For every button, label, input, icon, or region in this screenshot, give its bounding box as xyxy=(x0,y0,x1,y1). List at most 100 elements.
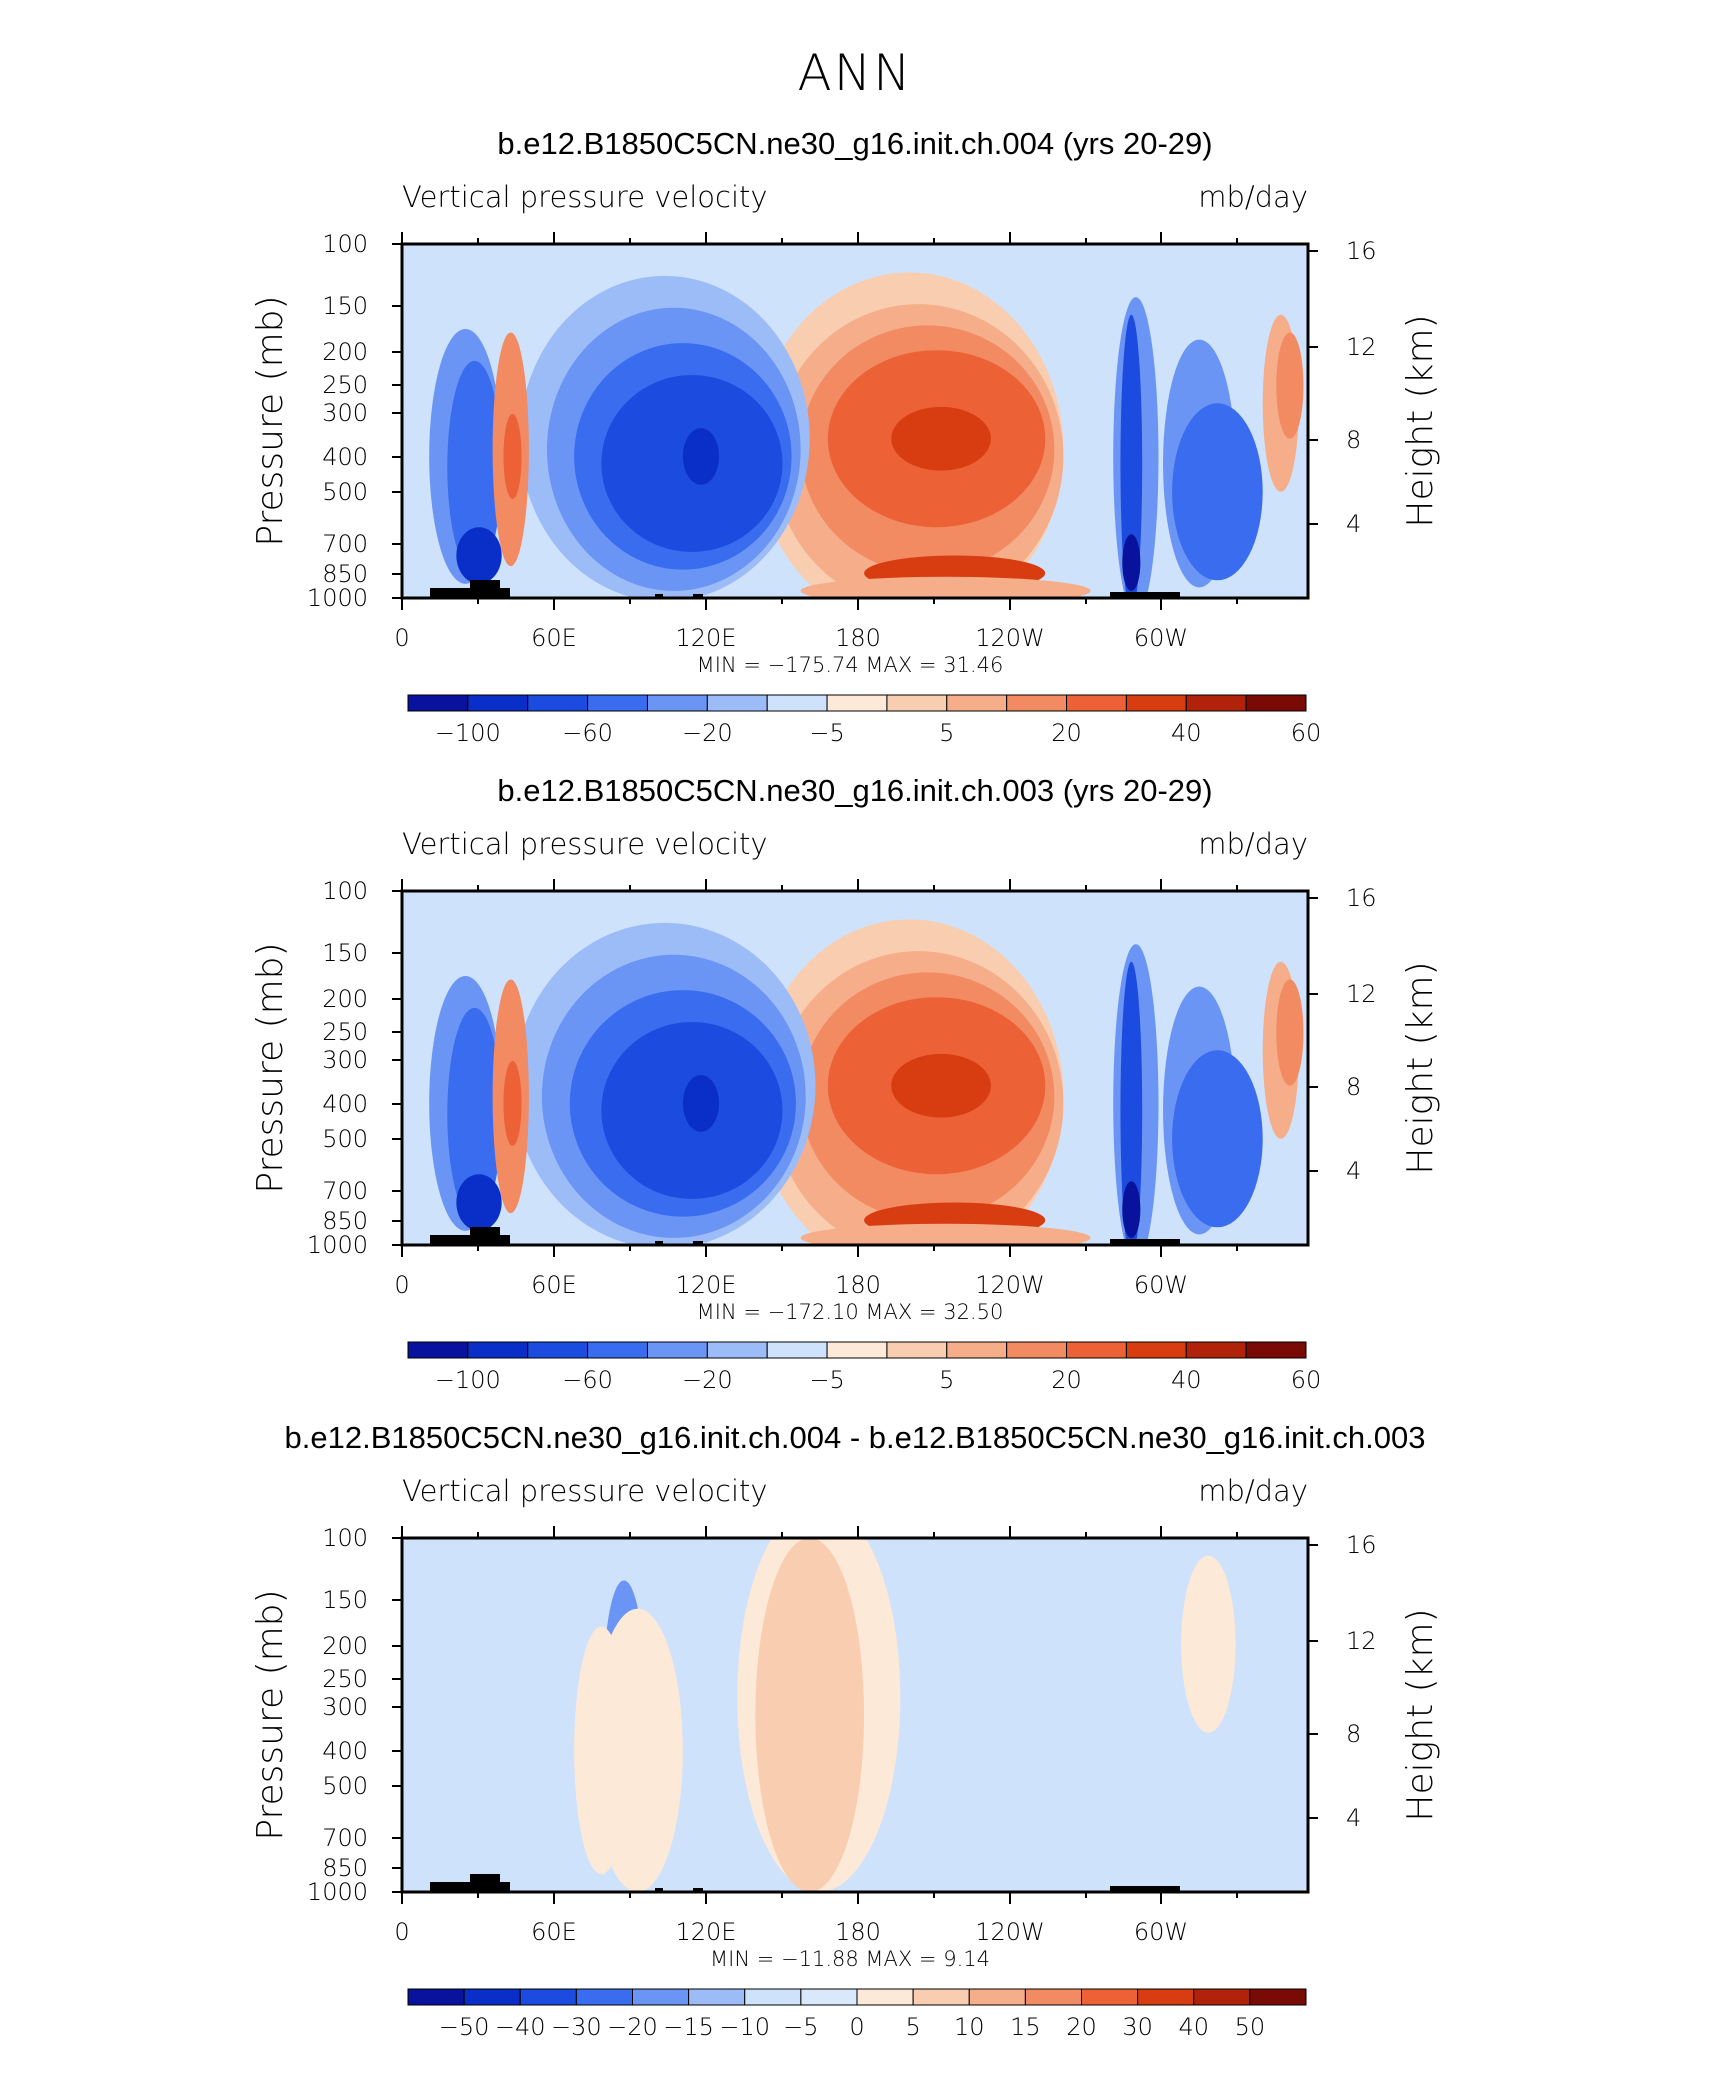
contour-region xyxy=(972,1591,1118,1733)
colorbar-label: −5 xyxy=(809,1366,844,1394)
colorbar-swatch xyxy=(646,694,708,712)
colorbar-swatch xyxy=(527,694,589,712)
terrain-block xyxy=(1110,592,1180,598)
colorbar-swatch xyxy=(706,1341,768,1359)
terrain-block xyxy=(693,594,703,598)
colorbar-swatch xyxy=(1006,1341,1068,1359)
colorbar-label: −100 xyxy=(435,1366,501,1394)
terrain-block xyxy=(500,588,510,598)
terrain-block xyxy=(693,1888,703,1892)
x-tick-label: 120E xyxy=(676,1918,737,1946)
contour-region xyxy=(682,1075,720,1132)
y-tick-label: 500 xyxy=(322,1125,368,1153)
terrain-block xyxy=(470,1227,500,1245)
colorbar xyxy=(407,1988,1307,2006)
colorbar-swatch xyxy=(463,1988,521,2006)
units-label: mb/day xyxy=(1198,827,1308,861)
colorbar-swatch xyxy=(587,1341,648,1359)
x-tick-label: 180 xyxy=(835,624,881,652)
y-tick-label: 250 xyxy=(322,1665,368,1693)
colorbar-swatch xyxy=(744,1988,802,2006)
y-axis-label: Pressure (mb) xyxy=(250,942,291,1193)
cross-section-plot: Vertical pressure velocity mb/day 0 60E 120E… xyxy=(250,1474,1441,2041)
x-tick-label: 120W xyxy=(975,1271,1045,1299)
y-tick-label: 700 xyxy=(322,1177,368,1205)
contour-region xyxy=(1181,1555,1236,1733)
x-tick-label: 180 xyxy=(835,1918,881,1946)
colorbar-swatch xyxy=(575,1988,633,2006)
y-tick-label: 400 xyxy=(322,1090,368,1118)
colorbar-swatch xyxy=(467,694,529,712)
colorbar-swatch xyxy=(1066,694,1127,712)
colorbar-swatch xyxy=(886,694,948,712)
contour-region xyxy=(503,413,522,499)
y-tick-label: 400 xyxy=(322,443,368,471)
units-label: mb/day xyxy=(1198,1474,1308,1508)
variable-label: Vertical pressure velocity xyxy=(402,827,768,861)
y-axis-label: Pressure (mb) xyxy=(250,1589,291,1840)
y-tick-label: 1000 xyxy=(307,1231,368,1259)
x-tick-label: 60W xyxy=(1134,624,1188,652)
y-tick-label: 400 xyxy=(322,1737,368,1765)
colorbar-swatch xyxy=(1193,1988,1251,2006)
colorbar-label: −5 xyxy=(809,719,844,747)
colorbar-label: −100 xyxy=(435,719,501,747)
contour-field xyxy=(402,891,1308,1245)
colorbar-swatch xyxy=(1024,1988,1082,2006)
y-axis-label: Pressure (mb) xyxy=(250,295,291,546)
colorbar-swatch xyxy=(826,694,888,712)
panel-model-004: b.e12.B1850C5CN.ne30_g16.init.ch.004 (yr… xyxy=(0,126,1710,774)
y-tick-label: 150 xyxy=(322,939,368,967)
y2-tick-label: 12 xyxy=(1346,980,1377,1008)
panel-title: b.e12.B1850C5CN.ne30_g16.init.ch.004 - b… xyxy=(284,1420,1426,1455)
colorbar-swatch xyxy=(1249,1988,1307,2006)
colorbar-label: −15 xyxy=(663,2013,714,2041)
y2-tick-label: 16 xyxy=(1346,1531,1377,1559)
colorbar-label: 20 xyxy=(1051,1366,1082,1394)
contour-region xyxy=(682,428,720,485)
colorbar-swatch xyxy=(946,694,1008,712)
min-max-label: MIN = −172.10 MAX = 32.50 xyxy=(697,1300,1004,1324)
colorbar-swatch xyxy=(1137,1988,1195,2006)
terrain-block xyxy=(470,1874,500,1892)
contour-region xyxy=(755,1538,865,1892)
plot-frame xyxy=(400,889,1310,1247)
x-tick-label: 120W xyxy=(975,624,1045,652)
colorbar-swatch xyxy=(856,1988,914,2006)
y-tick-label: 850 xyxy=(322,560,368,588)
y-tick-label: 150 xyxy=(322,1586,368,1614)
y2-axis-label: Height (km) xyxy=(1400,961,1441,1174)
colorbar-swatch xyxy=(1125,1341,1187,1359)
y2-tick-label: 8 xyxy=(1346,426,1361,454)
topography-mask xyxy=(430,1227,1180,1245)
y2-tick-label: 16 xyxy=(1346,884,1377,912)
topography-mask xyxy=(430,580,1180,598)
colorbar-label: −50 xyxy=(439,2013,490,2041)
terrain-block xyxy=(655,1888,663,1892)
colorbar-swatch xyxy=(467,1341,529,1359)
contour-field xyxy=(402,244,1308,598)
y-tick-label: 500 xyxy=(322,478,368,506)
y2-tick-label: 4 xyxy=(1346,1804,1361,1832)
y-tick-label: 850 xyxy=(322,1207,368,1235)
colorbar-label: 10 xyxy=(954,2013,985,2041)
colorbar-label: 50 xyxy=(1235,2013,1266,2041)
contour-region xyxy=(456,527,502,584)
colorbar-label: −60 xyxy=(562,719,613,747)
x-tick-label: 120E xyxy=(676,1271,737,1299)
y2-tick-label: 16 xyxy=(1346,237,1377,265)
contour-region xyxy=(1122,1181,1141,1238)
colorbar-label: −60 xyxy=(562,1366,613,1394)
plot-frame xyxy=(400,1536,1310,1894)
colorbar-swatch xyxy=(1081,1988,1139,2006)
colorbar-label: 0 xyxy=(849,2013,864,2041)
contour-region xyxy=(1172,1050,1263,1228)
contour-region xyxy=(447,360,502,574)
colorbar-label: −5 xyxy=(783,2013,818,2041)
colorbar-swatch xyxy=(886,1341,948,1359)
colorbar-swatch xyxy=(1185,694,1247,712)
panel-difference: b.e12.B1850C5CN.ne30_g16.init.ch.004 - b… xyxy=(0,1420,1710,2068)
colorbar-swatch xyxy=(632,1988,690,2006)
contour-region xyxy=(1120,961,1143,1245)
colorbar-label: 60 xyxy=(1291,719,1322,747)
